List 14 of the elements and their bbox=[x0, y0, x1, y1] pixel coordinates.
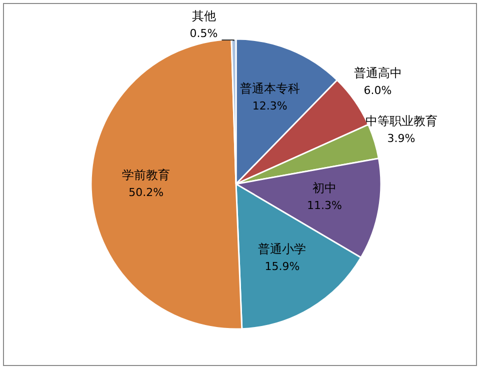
data-label: 6.0% bbox=[364, 84, 392, 97]
data-label: 15.9% bbox=[264, 260, 300, 274]
slice-label: 普通本专科 bbox=[240, 82, 300, 96]
slice-label: 其他 bbox=[192, 9, 216, 23]
data-label: 50.2% bbox=[128, 186, 164, 200]
slice-label: 普通小学 bbox=[258, 242, 306, 256]
slice-label: 初中 bbox=[312, 180, 336, 195]
data-label: 3.9% bbox=[387, 132, 416, 145]
slice-label: 中等职业教育 bbox=[365, 114, 438, 128]
data-label: 0.5% bbox=[190, 27, 218, 40]
slice-label: 学前教育 bbox=[122, 168, 170, 182]
slice-label: 普通高中 bbox=[354, 66, 402, 80]
data-label: 11.3% bbox=[307, 198, 342, 212]
data-label: 12.3% bbox=[252, 100, 288, 113]
